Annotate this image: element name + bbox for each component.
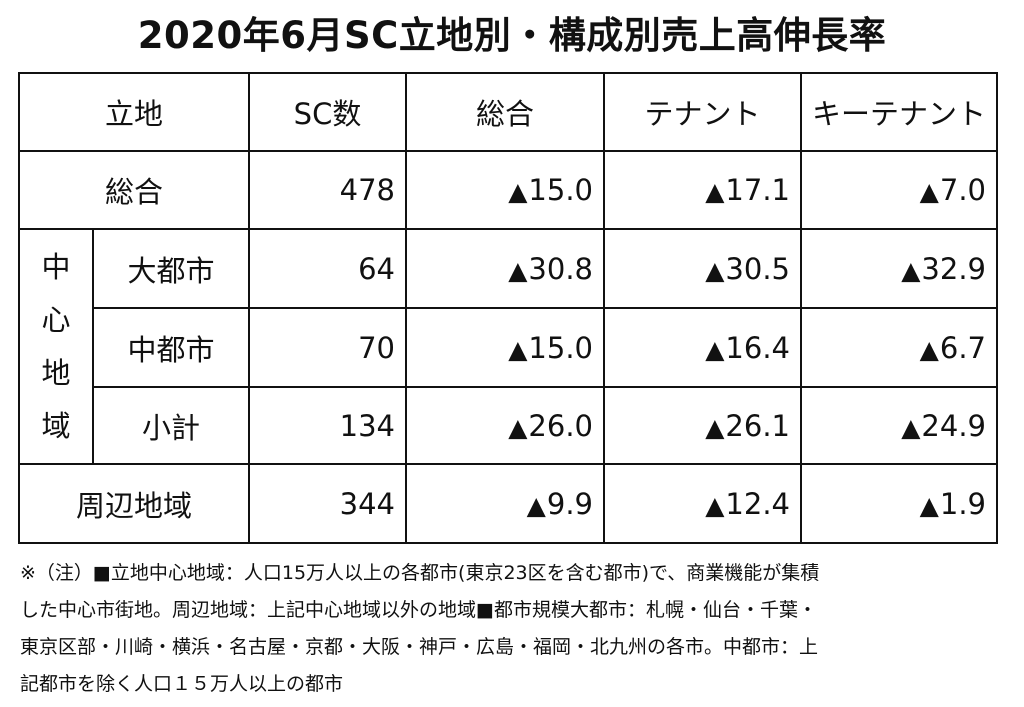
decline-triangle-icon: ▲ [705, 490, 725, 520]
key-tenant-value-cell: ▲7.0 [800, 150, 998, 230]
decline-triangle-icon: ▲ [526, 490, 546, 520]
decline-triangle-icon: ▲ [508, 177, 528, 206]
decline-triangle-icon: ▲ [705, 255, 725, 285]
tenant-value-cell: ▲26.1 [603, 386, 802, 465]
header-total: 総合 [405, 72, 605, 152]
footnote: ※（注）■立地中心地域：人口15万人以上の各都市(東京23区を含む都市)で、商業… [20, 555, 1010, 703]
sc-count-value: 70 [248, 307, 407, 388]
header-sc-count: SC数 [248, 72, 407, 152]
footnote-line: した中心市街地。周辺地域：上記中心地域以外の地域■都市規模大都市：札幌・仙台・千… [20, 599, 817, 621]
total-value: 15.0 [528, 330, 593, 365]
tenant-value-cell: ▲16.4 [603, 307, 802, 388]
total-value-cell: ▲30.8 [405, 228, 605, 309]
key-tenant-value-cell: ▲24.9 [800, 386, 998, 465]
table-row: 小計 134 ▲26.0 ▲26.1 ▲24.9 [19, 386, 998, 465]
tenant-value: 17.1 [725, 173, 790, 207]
decline-triangle-icon: ▲ [508, 412, 528, 442]
center-area-group-label: 中 心 地 域 [18, 228, 94, 465]
tenant-value: 26.1 [725, 408, 790, 443]
key-tenant-value-cell: ▲6.7 [800, 307, 998, 388]
tenant-value: 12.4 [725, 486, 790, 521]
row-label-subtotal: 小計 [92, 386, 250, 465]
decline-triangle-icon: ▲ [919, 177, 939, 206]
header-key-tenant: キーテナント [800, 72, 998, 152]
group-char: 地 [41, 355, 71, 390]
decline-triangle-icon: ▲ [901, 255, 921, 285]
key-tenant-value-cell: ▲32.9 [800, 228, 998, 309]
table-header-row: 立地 SC数 総合 テナント キーテナント [18, 72, 998, 152]
decline-triangle-icon: ▲ [919, 490, 939, 520]
decline-triangle-icon: ▲ [508, 255, 528, 285]
page-title: 2020年6月SC立地別・構成別売上高伸長率 [137, 14, 887, 57]
sc-count-value: 64 [248, 228, 407, 309]
table-row: 総合 478 ▲15.0 ▲17.1 ▲7.0 [18, 150, 998, 230]
sc-count-value: 134 [248, 386, 407, 465]
key-tenant-value: 24.9 [921, 408, 986, 443]
total-value-cell: ▲15.0 [405, 307, 605, 388]
footnote-line: 東京区部・川崎・横浜・名古屋・京都・大阪・神戸・広島・福岡・北九州の各市。中都市… [20, 636, 819, 658]
tenant-value-cell: ▲17.1 [603, 150, 802, 230]
decline-triangle-icon: ▲ [705, 177, 725, 206]
decline-triangle-icon: ▲ [508, 334, 528, 364]
total-value: 9.9 [546, 486, 593, 521]
total-value-cell: ▲9.9 [405, 463, 605, 544]
total-value: 26.0 [528, 408, 593, 443]
row-label-mid-city: 中都市 [92, 307, 250, 388]
growth-rate-table: 立地 SC数 総合 テナント キーテナント 総合 478 ▲15.0 ▲17.1… [18, 72, 998, 544]
header-location: 立地 [18, 72, 250, 152]
table-row: 中 心 地 域 大都市 64 ▲30.8 ▲30.5 ▲32.9 [18, 228, 998, 465]
sc-count-value: 478 [248, 150, 407, 230]
tenant-value: 30.5 [725, 251, 790, 286]
tenant-value: 16.4 [725, 330, 790, 365]
key-tenant-value: 6.7 [939, 330, 986, 365]
row-label-large-city: 大都市 [92, 228, 250, 309]
decline-triangle-icon: ▲ [705, 334, 725, 364]
group-char: 中 [41, 249, 71, 284]
key-tenant-value: 7.0 [939, 173, 986, 207]
key-tenant-value: 1.9 [939, 486, 986, 521]
key-tenant-value-cell: ▲1.9 [800, 463, 998, 544]
table-row: 周辺地域 344 ▲9.9 ▲12.4 ▲1.9 [18, 463, 998, 544]
decline-triangle-icon: ▲ [705, 412, 725, 442]
group-char: 心 [41, 302, 71, 337]
footnote-line: ※（注）■立地中心地域：人口15万人以上の各都市(東京23区を含む都市)で、商業… [20, 562, 820, 584]
total-value: 30.8 [528, 251, 593, 286]
key-tenant-value: 32.9 [921, 251, 986, 286]
group-char: 域 [41, 408, 71, 443]
tenant-value-cell: ▲30.5 [603, 228, 802, 309]
tenant-value-cell: ▲12.4 [603, 463, 802, 544]
header-tenant: テナント [603, 72, 802, 152]
row-label-surrounding: 周辺地域 [18, 463, 250, 544]
sc-count-value: 344 [248, 463, 407, 544]
total-value-cell: ▲15.0 [405, 150, 605, 230]
row-label-overall: 総合 [18, 150, 250, 230]
footnote-line: 記都市を除く人口１５万人以上の都市 [20, 673, 344, 695]
total-value: 15.0 [528, 173, 593, 207]
decline-triangle-icon: ▲ [901, 412, 921, 442]
table-row: 中都市 70 ▲15.0 ▲16.4 ▲6.7 [19, 307, 998, 388]
decline-triangle-icon: ▲ [919, 334, 939, 364]
total-value-cell: ▲26.0 [405, 386, 605, 465]
